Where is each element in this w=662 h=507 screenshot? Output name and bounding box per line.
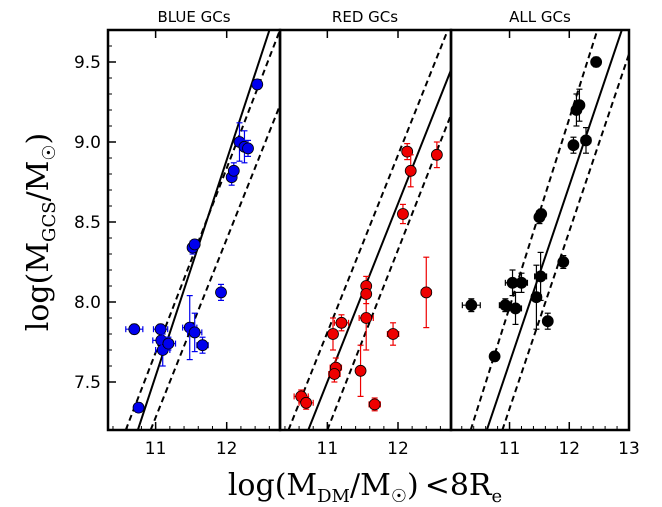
- scatter-lower-line: [326, 114, 451, 430]
- x-tick-label: 12: [387, 439, 409, 459]
- scatter-lower-line: [501, 53, 629, 430]
- scatter-lower-line: [149, 104, 280, 430]
- data-point: [509, 302, 522, 315]
- panel-all-gcs: [461, 30, 629, 430]
- data-point: [215, 286, 227, 299]
- panel-frame-all: [449, 28, 631, 432]
- data-point: [327, 328, 339, 340]
- panel-red-gcs: [287, 30, 451, 430]
- data-point: [227, 164, 240, 177]
- scatter-upper-line: [469, 30, 599, 430]
- data-point: [242, 142, 254, 155]
- data-point: [534, 270, 547, 283]
- data-point: [567, 139, 580, 152]
- data-point: [360, 288, 373, 300]
- data-point: [420, 286, 433, 299]
- panel-title-all: ALL GCs: [509, 8, 571, 26]
- data-point: [557, 256, 570, 268]
- data-point: [128, 323, 141, 336]
- data-point: [515, 276, 528, 289]
- data-point: [397, 208, 409, 220]
- data-point: [132, 401, 145, 414]
- panel-blue-gcs: [124, 30, 280, 430]
- panel-title-blue: BLUE GCs: [157, 8, 230, 26]
- y-tick-label: 7.5: [74, 373, 101, 393]
- data-point: [196, 339, 209, 352]
- x-tick-label: 11: [499, 439, 521, 459]
- data-point: [541, 315, 554, 328]
- panel-frame-blue: [106, 28, 282, 432]
- data-point: [328, 368, 341, 380]
- data-point: [368, 398, 381, 411]
- y-tick-label: 8.0: [74, 293, 101, 313]
- data-point: [188, 326, 201, 339]
- data-point: [580, 134, 592, 147]
- x-tick-label: 13: [618, 439, 640, 459]
- data-point: [335, 316, 348, 329]
- data-point: [162, 337, 175, 350]
- axis-ticks: 7.5 8.0 8.5 9.0 9.5 11 12 11 12 11 12 13: [74, 29, 640, 459]
- data-point: [573, 99, 586, 112]
- y-tick-label: 8.5: [74, 213, 101, 233]
- y-tick-label: 9.0: [74, 133, 101, 153]
- scatter-upper-line: [287, 30, 449, 430]
- x-axis-label: log(MDM/M☉) <8Re: [228, 468, 502, 507]
- panel-title-red: RED GCs: [332, 8, 398, 26]
- x-tick-label: 12: [216, 439, 238, 459]
- y-tick-label: 9.5: [74, 53, 101, 73]
- data-point: [590, 56, 603, 68]
- data-point: [154, 323, 167, 336]
- data-point: [465, 299, 478, 312]
- x-tick-label: 12: [558, 439, 580, 459]
- y-axis-label: log(MGCS/M☉): [21, 133, 60, 331]
- data-point: [387, 328, 399, 340]
- data-point: [188, 238, 201, 251]
- data-point: [535, 208, 548, 220]
- data-point: [488, 350, 501, 363]
- x-tick-label: 11: [317, 439, 339, 459]
- data-point: [404, 164, 417, 177]
- data-point: [430, 148, 443, 161]
- data-point: [360, 312, 373, 324]
- x-tick-label: 11: [145, 439, 167, 459]
- fit-line: [485, 30, 623, 430]
- scatter-upper-line: [124, 30, 280, 430]
- data-point: [300, 396, 313, 409]
- data-point: [354, 364, 367, 377]
- data-point: [251, 78, 264, 91]
